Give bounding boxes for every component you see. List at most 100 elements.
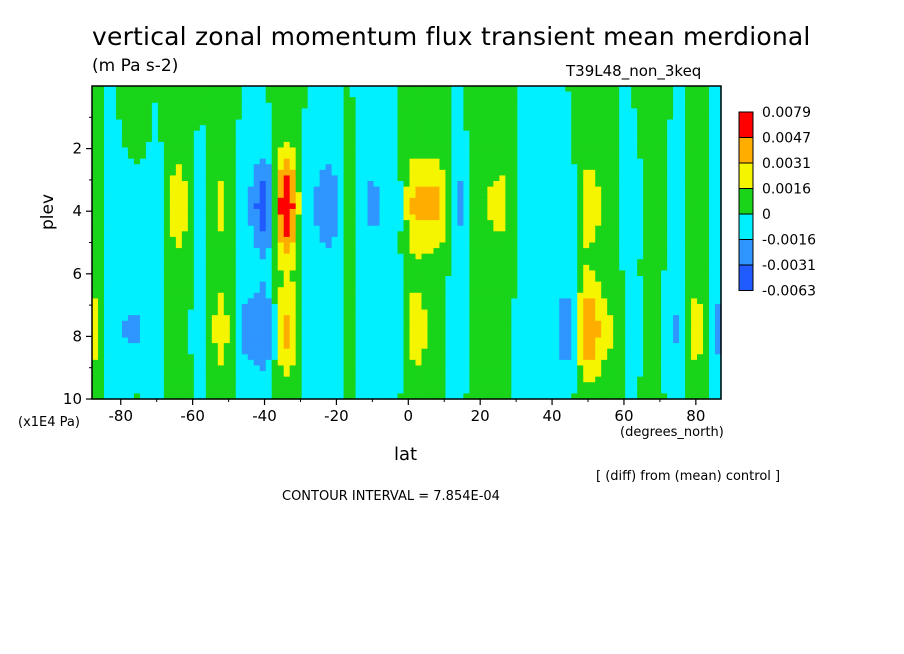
field-cell — [655, 164, 662, 171]
field-cell — [403, 264, 411, 272]
field-cell — [115, 298, 123, 305]
field-cell — [247, 220, 255, 227]
field-cell — [481, 192, 488, 199]
field-cell — [469, 253, 476, 260]
field-cell — [649, 175, 656, 182]
field-cell — [163, 242, 171, 249]
field-cell — [151, 208, 159, 216]
field-cell — [187, 102, 195, 109]
field-cell — [349, 169, 357, 177]
field-cell — [421, 264, 429, 272]
field-cell — [205, 147, 213, 154]
field-cell — [121, 270, 129, 277]
field-cell — [199, 248, 207, 255]
field-cell — [103, 136, 111, 143]
field-cell — [343, 181, 351, 188]
field-cell — [607, 281, 614, 288]
field-cell — [217, 292, 225, 299]
field-cell — [319, 303, 327, 311]
field-cell — [217, 287, 225, 294]
field-cell — [391, 169, 399, 177]
field-cell — [385, 158, 393, 165]
field-cell — [451, 130, 459, 137]
field-cell — [403, 208, 411, 216]
field-cell — [439, 214, 447, 221]
field-cell — [355, 113, 363, 121]
field-cell — [565, 197, 572, 204]
field-cell — [217, 181, 225, 188]
field-cell — [301, 331, 309, 339]
field-cell — [121, 343, 129, 350]
field-cell — [577, 164, 584, 171]
field-cell — [247, 303, 255, 311]
field-cell — [235, 220, 243, 227]
field-cell — [265, 91, 273, 98]
field-cell — [367, 331, 375, 339]
field-cell — [373, 309, 381, 316]
field-cell — [517, 326, 524, 333]
field-cell — [529, 326, 536, 333]
field-cell — [523, 309, 530, 316]
field-cell — [223, 175, 231, 182]
field-cell — [367, 309, 375, 316]
field-cell — [427, 231, 435, 238]
field-cell — [235, 348, 243, 355]
field-cell — [691, 164, 698, 171]
field-cell — [139, 192, 147, 199]
field-cell — [499, 102, 506, 109]
field-cell — [475, 91, 482, 98]
field-cell — [409, 108, 417, 115]
field-cell — [187, 91, 195, 98]
field-cell — [613, 108, 620, 115]
field-cell — [571, 220, 578, 227]
field-cell — [187, 169, 195, 177]
field-cell — [355, 320, 363, 327]
field-cell — [661, 113, 668, 121]
field-cell — [169, 303, 177, 311]
field-cell — [301, 113, 309, 121]
field-cell — [367, 86, 375, 93]
field-cell — [313, 248, 321, 255]
field-cell — [427, 331, 435, 339]
field-cell — [451, 281, 459, 288]
field-cell — [349, 91, 357, 98]
field-cell — [481, 203, 488, 210]
field-cell — [679, 86, 686, 93]
field-cell — [265, 147, 273, 154]
field-cell — [397, 326, 405, 333]
field-cell — [511, 231, 518, 238]
field-cell — [691, 276, 698, 283]
field-cell — [685, 343, 692, 350]
field-cell — [355, 348, 363, 355]
field-cell — [649, 158, 656, 165]
field-cell — [577, 181, 584, 188]
field-cell — [121, 192, 129, 199]
field-cell — [199, 281, 207, 288]
field-cell — [499, 309, 506, 316]
field-cell — [625, 181, 632, 188]
field-cell — [307, 130, 315, 137]
field-cell — [529, 175, 536, 182]
field-cell — [487, 326, 494, 333]
field-cell — [313, 259, 321, 266]
field-cell — [433, 203, 441, 210]
field-cell — [481, 303, 488, 311]
field-cell — [691, 130, 698, 137]
field-cell — [133, 86, 141, 93]
field-cell — [283, 203, 291, 210]
field-cell — [397, 225, 405, 232]
field-cell — [589, 276, 596, 283]
field-cell — [481, 220, 488, 227]
field-cell — [283, 320, 291, 327]
field-cell — [307, 208, 315, 216]
field-cell — [607, 153, 614, 160]
field-cell — [397, 231, 405, 238]
field-cell — [421, 108, 429, 115]
field-cell — [187, 153, 195, 160]
field-cell — [481, 197, 488, 204]
field-cell — [181, 158, 189, 165]
field-cell — [331, 236, 339, 244]
field-cell — [217, 136, 225, 143]
field-cell — [487, 197, 494, 204]
field-cell — [607, 225, 614, 232]
